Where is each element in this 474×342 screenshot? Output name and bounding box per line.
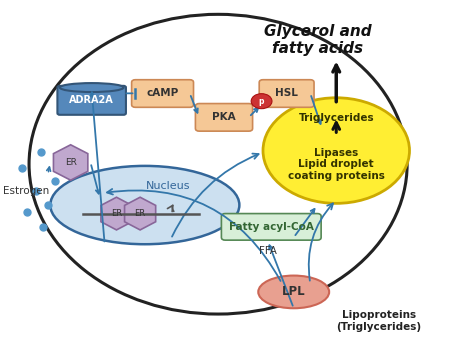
Ellipse shape [50, 166, 239, 244]
Text: Nucleus: Nucleus [146, 181, 191, 191]
Text: Glycerol and
fatty acids: Glycerol and fatty acids [264, 24, 371, 56]
Text: HSL: HSL [275, 88, 298, 98]
FancyBboxPatch shape [221, 213, 321, 240]
Text: Lipoproteins
(Triglycerides): Lipoproteins (Triglycerides) [336, 310, 421, 332]
Ellipse shape [29, 14, 407, 314]
Text: ER: ER [135, 209, 146, 218]
FancyBboxPatch shape [195, 104, 253, 131]
Text: Triglycerides: Triglycerides [299, 113, 374, 123]
Text: Estrogen: Estrogen [3, 186, 49, 196]
Circle shape [251, 94, 272, 109]
Text: cAMP: cAMP [146, 88, 178, 98]
Ellipse shape [60, 83, 124, 92]
Text: p: p [259, 97, 264, 106]
FancyBboxPatch shape [132, 80, 193, 107]
Text: ER: ER [65, 158, 77, 167]
Polygon shape [54, 145, 88, 180]
Text: LPL: LPL [282, 286, 306, 299]
Text: FFA: FFA [259, 246, 277, 256]
Polygon shape [101, 197, 132, 230]
Text: Fatty acyl-CoA: Fatty acyl-CoA [228, 222, 313, 232]
Text: ER: ER [111, 209, 122, 218]
Text: PKA: PKA [212, 112, 236, 122]
Ellipse shape [258, 276, 329, 308]
Polygon shape [125, 197, 155, 230]
Circle shape [263, 98, 410, 203]
FancyBboxPatch shape [57, 86, 126, 115]
FancyBboxPatch shape [259, 80, 314, 107]
Text: ADRA2A: ADRA2A [69, 95, 114, 105]
Text: Lipases
Lipid droplet
coating proteins: Lipases Lipid droplet coating proteins [288, 148, 385, 181]
